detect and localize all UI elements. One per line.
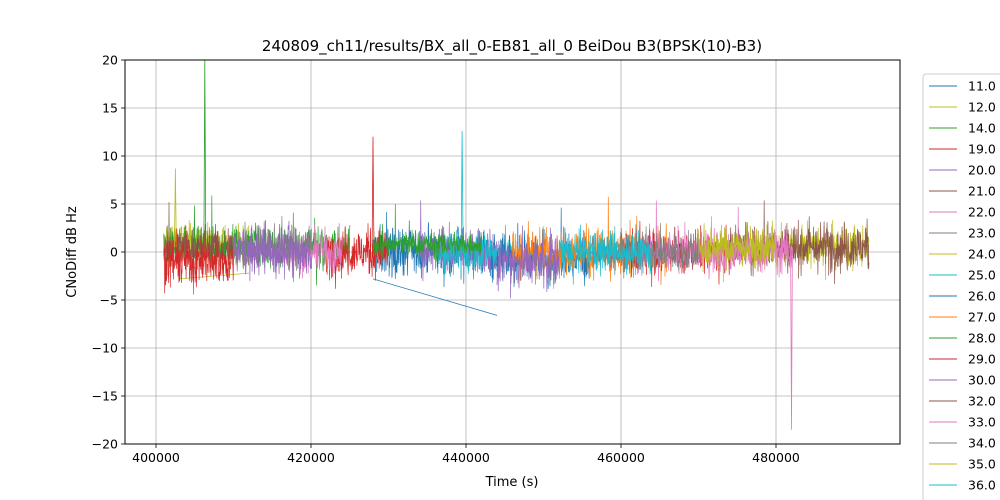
series-layer — [163, 60, 870, 430]
x-tick-label: 400000 — [132, 450, 180, 465]
y-tick-label: −10 — [92, 341, 118, 356]
series-spike — [174, 168, 177, 248]
axis-ticks: 400000 420000 440000 460000 480000 −20 −15 −10 −… — [92, 53, 800, 466]
legend-entry: 19.0 — [968, 142, 996, 157]
series-trace — [496, 225, 560, 299]
legend-entry: 25.0 — [968, 268, 996, 283]
series-spike — [371, 136, 375, 248]
legend-entry: 36.0 — [968, 478, 996, 493]
legend-entry: 29.0 — [968, 352, 996, 367]
series-connector-line — [372, 278, 498, 316]
y-tick-label: −15 — [92, 389, 118, 404]
legend: 11.0 12.0 14.0 19.0 20.0 21.0 22.0 23.0 24.0 25.0… — [922, 73, 1000, 500]
series-spike — [460, 130, 464, 248]
series-trace — [558, 224, 653, 285]
y-tick-label: 15 — [102, 101, 118, 116]
series-spike — [203, 60, 207, 248]
legend-entry: 23.0 — [968, 226, 996, 241]
y-tick-label: −5 — [100, 293, 118, 308]
y-tick-label: 20 — [102, 53, 118, 68]
legend-entry: 26.0 — [968, 289, 996, 304]
x-axis-label: Time (s) — [485, 475, 539, 490]
legend-entry: 30.0 — [968, 373, 996, 388]
legend-entry: 34.0 — [968, 436, 996, 451]
legend-entry: 28.0 — [968, 331, 996, 346]
legend-entry: 24.0 — [968, 247, 996, 262]
y-tick-label: −20 — [92, 437, 118, 452]
y-axis-label: CNoDiff dB Hz — [65, 206, 80, 298]
legend-entry: 35.0 — [968, 457, 996, 472]
series-trace — [163, 201, 234, 273]
series-trace — [163, 226, 234, 294]
series-trace — [233, 220, 312, 282]
legend-entry: 12.0 — [968, 100, 996, 115]
series-28-0 — [372, 203, 482, 262]
y-tick-label: 10 — [102, 149, 118, 164]
series-35-0 — [698, 216, 777, 283]
x-tick-label: 460000 — [597, 450, 645, 465]
legend-entry: 33.0 — [968, 415, 996, 430]
series-19-0 — [326, 136, 389, 289]
series-32-0 — [729, 200, 870, 285]
x-tick-label: 440000 — [442, 450, 490, 465]
chart-title: 240809_ch11/results/BX_all_0-EB81_all_0 … — [262, 37, 762, 56]
series-spike — [790, 247, 793, 430]
series-trace — [698, 216, 777, 283]
legend-entry: 22.0 — [968, 205, 996, 220]
legend-entry: 14.0 — [968, 121, 996, 136]
series-trace — [372, 203, 482, 262]
x-tick-label: 420000 — [287, 450, 335, 465]
x-tick-label: 480000 — [752, 450, 800, 465]
legend-entry: 21.0 — [968, 184, 996, 199]
series-trace — [729, 200, 870, 285]
y-tick-label: 0 — [110, 245, 118, 260]
series-connector-line — [179, 272, 250, 280]
legend-entry: 11.0 — [968, 79, 996, 94]
legend-box — [922, 73, 1000, 500]
legend-entry: 27.0 — [968, 310, 996, 325]
series-21-0 — [163, 201, 234, 273]
legend-entry: 37.0 — [968, 499, 996, 500]
series-36-0 — [558, 224, 653, 285]
series-30-0 — [233, 220, 560, 299]
legend-entry: 32.0 — [968, 394, 996, 409]
y-tick-label: 5 — [110, 197, 118, 212]
legend-entry: 20.0 — [968, 163, 996, 178]
